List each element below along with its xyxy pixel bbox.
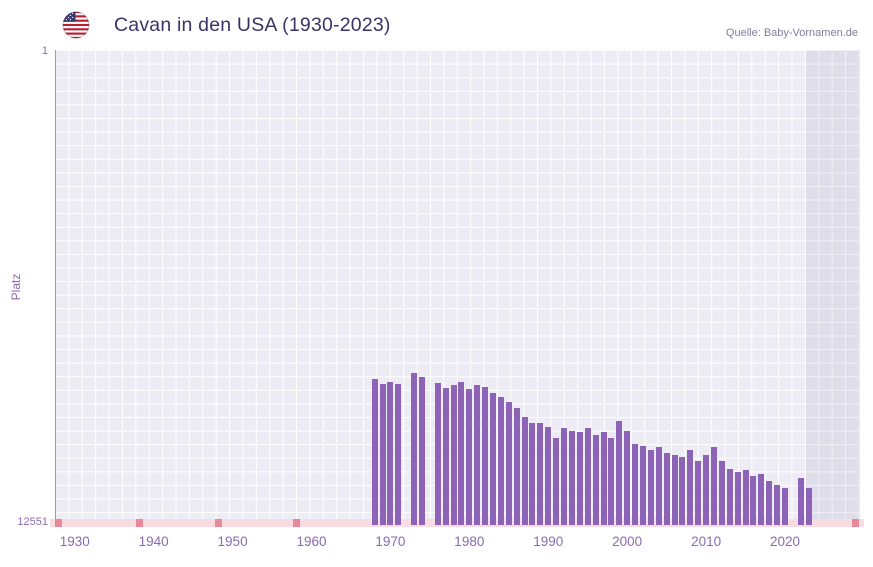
bar-1986[interactable] — [513, 408, 520, 525]
bar-2001[interactable] — [632, 443, 639, 525]
bar-2017[interactable] — [758, 473, 765, 525]
x-axis-label: 1930 — [59, 534, 90, 549]
no-data-strip — [50, 519, 864, 527]
bar-1976[interactable] — [434, 383, 441, 525]
bar-1973[interactable] — [411, 373, 418, 525]
bar-1968[interactable] — [371, 379, 378, 525]
no-data-mark — [851, 519, 859, 527]
bar-2008[interactable] — [687, 449, 694, 525]
bar-1983[interactable] — [490, 392, 496, 525]
y-axis-line — [55, 50, 56, 525]
recent-years-band — [805, 50, 860, 525]
bar-1974[interactable] — [418, 377, 425, 525]
bar-1993[interactable] — [568, 430, 575, 525]
chart-title: Cavan in den USA (1930-2023) — [114, 14, 391, 36]
x-axis-labels: 1930 1940 1950 1960 1970 1980 1990 2000 2010 2020 — [55, 534, 860, 554]
bar-1970[interactable] — [387, 381, 394, 525]
bar-1981[interactable] — [474, 385, 481, 525]
no-data-mark — [135, 519, 143, 527]
bar-1998[interactable] — [608, 438, 615, 525]
x-axis-label: 2000 — [612, 534, 643, 549]
bar-2019[interactable] — [774, 485, 781, 525]
bar-2013[interactable] — [726, 468, 733, 525]
bar-1994[interactable] — [576, 432, 583, 525]
bar-2022[interactable] — [797, 477, 804, 525]
bar-1978[interactable] — [450, 385, 457, 525]
bar-2002[interactable] — [639, 445, 646, 525]
bar-1992[interactable] — [561, 428, 568, 525]
bar-2004[interactable] — [655, 447, 662, 525]
bar-2000[interactable] — [624, 430, 631, 525]
x-axis-label: 2020 — [769, 534, 801, 549]
bar-2014[interactable] — [734, 472, 741, 525]
bar-2012[interactable] — [718, 461, 725, 525]
x-axis-label: 1950 — [217, 534, 248, 549]
bar-2010[interactable] — [703, 454, 710, 525]
bar-1980[interactable] — [466, 388, 473, 525]
bar-2015[interactable] — [742, 470, 749, 525]
bar-1989[interactable] — [537, 423, 544, 525]
plot-area — [50, 50, 864, 527]
bar-1991[interactable] — [553, 438, 560, 525]
bar-2023[interactable] — [805, 487, 812, 525]
bar-1979[interactable] — [458, 381, 465, 525]
bar-1984[interactable] — [497, 396, 504, 525]
bar-2007[interactable] — [679, 457, 686, 525]
bar-1999[interactable] — [616, 420, 623, 525]
bar-1985[interactable] — [505, 401, 512, 525]
bar-1996[interactable] — [592, 434, 599, 525]
bar-2020[interactable] — [782, 487, 789, 525]
no-data-mark — [214, 519, 222, 527]
no-data-mark — [293, 519, 300, 527]
bar-2009[interactable] — [695, 461, 702, 525]
bar-1969[interactable] — [379, 383, 386, 525]
bar-2006[interactable] — [671, 454, 678, 525]
x-axis-label: 2010 — [691, 534, 722, 549]
no-data-mark — [54, 519, 62, 527]
x-axis-label: 1980 — [454, 534, 485, 549]
bar-1987[interactable] — [521, 417, 528, 525]
us-flag-icon — [62, 11, 90, 39]
bar-2003[interactable] — [647, 449, 654, 525]
bar-1982[interactable] — [482, 386, 489, 525]
source-attribution: Quelle: Baby-Vornamen.de — [725, 27, 858, 39]
bar-1995[interactable] — [584, 428, 591, 525]
bar-1997[interactable] — [600, 432, 607, 525]
bar-1988[interactable] — [529, 423, 536, 525]
x-axis-label: 1990 — [533, 534, 564, 549]
x-axis-label: 1940 — [138, 534, 169, 549]
y-axis-min-label: 12551 — [17, 516, 48, 528]
bar-2018[interactable] — [766, 481, 773, 525]
bar-1990[interactable] — [545, 426, 552, 525]
bar-2011[interactable] — [710, 447, 717, 525]
bar-2016[interactable] — [750, 476, 757, 525]
x-axis-label: 1960 — [296, 534, 327, 549]
bar-1977[interactable] — [442, 387, 449, 525]
bar-2005[interactable] — [663, 453, 670, 525]
bar-1971[interactable] — [395, 383, 402, 525]
y-axis-max-label: 1 — [41, 45, 48, 57]
x-axis-label: 1970 — [375, 534, 406, 549]
y-axis-title: Platz — [9, 273, 23, 301]
